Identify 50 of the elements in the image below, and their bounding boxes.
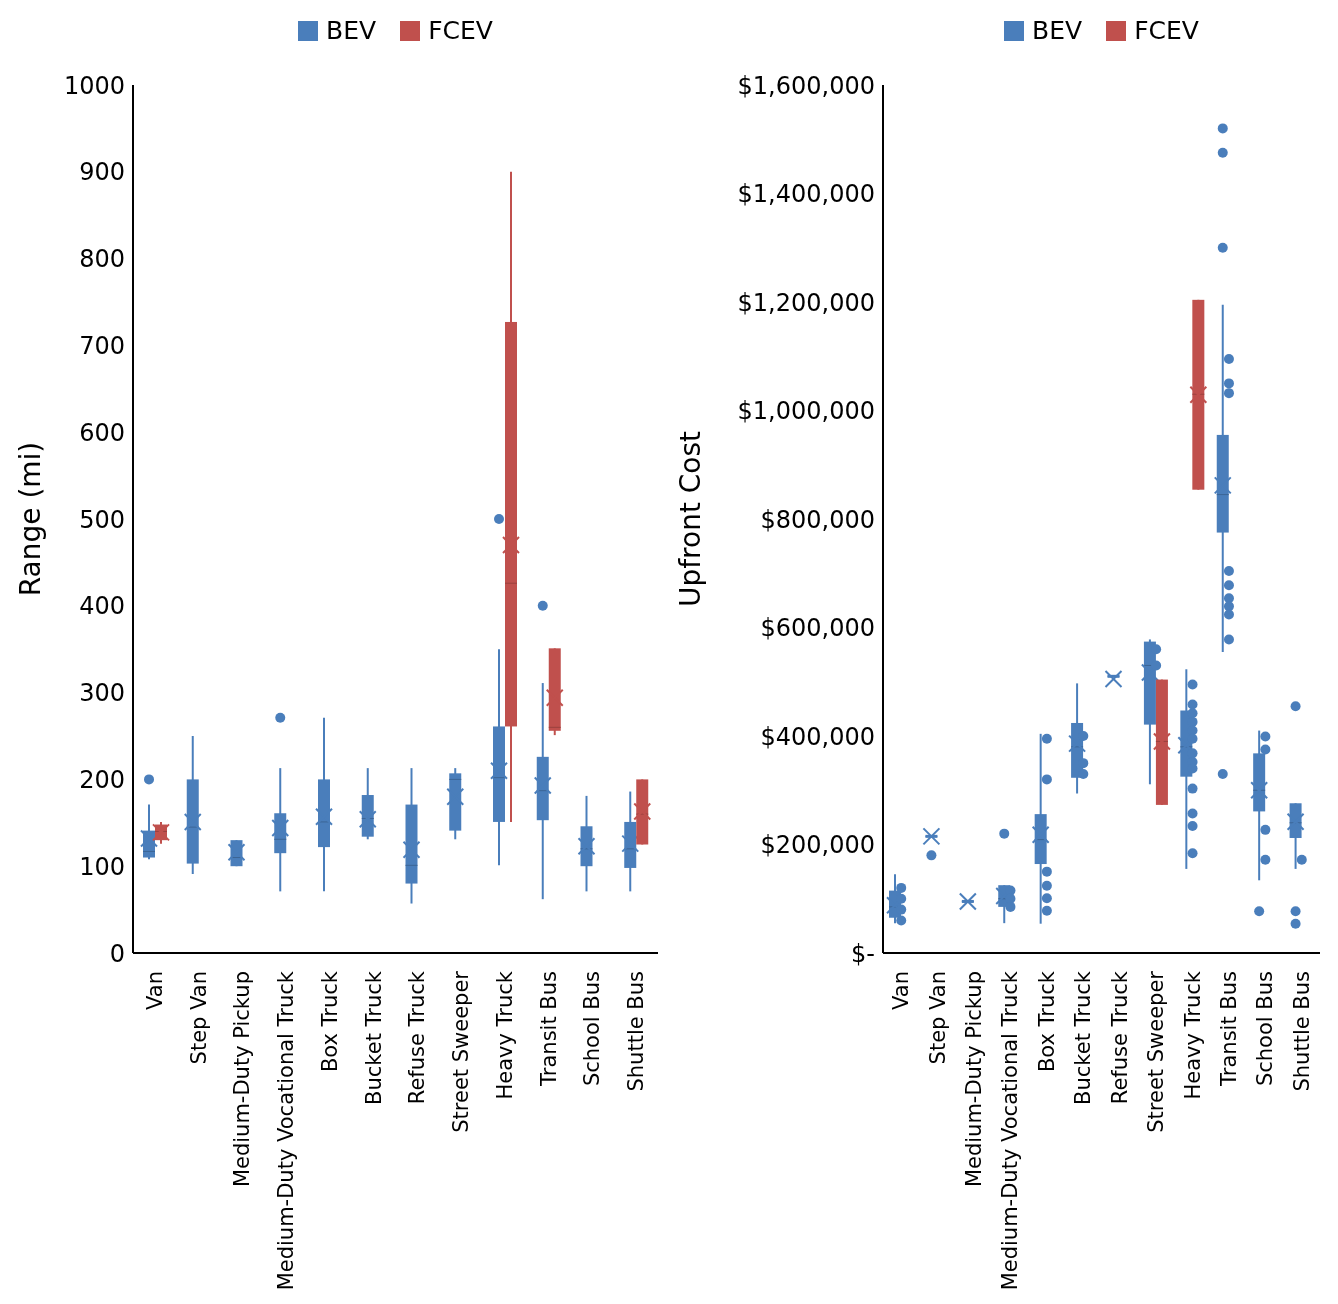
y-tick-label: $1,400,000	[737, 180, 875, 209]
x-tick-label: Street Sweeper	[1144, 970, 1169, 1133]
x-tick-label: Medium-Duty Vocational Truck	[274, 970, 299, 1291]
x-tick-label: Shuttle Bus	[1289, 971, 1314, 1092]
x-tick-label: Step Van	[186, 971, 211, 1065]
y-tick-label: $600,000	[760, 614, 875, 643]
x-tick-label: Heavy Truck	[492, 970, 517, 1100]
y-tick-label: 0	[109, 939, 125, 968]
legend-label: BEV	[326, 16, 377, 45]
y-tick-label: $1,200,000	[737, 288, 875, 317]
x-tick-label: Street Sweeper	[449, 970, 474, 1133]
y-tick-label: $-	[851, 939, 875, 968]
x-tick-label: Medium-Duty Vocational Truck	[998, 970, 1023, 1291]
x-tick-label: Transit Bus	[1216, 971, 1241, 1087]
y-tick-label: $400,000	[760, 722, 875, 751]
x-tick-label: Box Truck	[1034, 970, 1059, 1073]
y-tick-label: 300	[79, 679, 125, 708]
y-tick-label: $1,000,000	[737, 397, 875, 426]
y-tick-label: 400	[79, 592, 125, 621]
y-axis-title: Upfront Cost	[673, 430, 707, 608]
x-tick-label: Step Van	[925, 971, 950, 1065]
x-tick-label: Bucket Truck	[1071, 970, 1096, 1105]
y-tick-label: $800,000	[760, 505, 875, 534]
y-tick-label: $1,600,000	[737, 71, 875, 100]
x-tick-label: School Bus	[580, 971, 605, 1087]
x-tick-label: Medium-Duty Pickup	[230, 971, 255, 1188]
y-tick-label: 600	[79, 418, 125, 447]
y-tick-label: $200,000	[760, 831, 875, 860]
x-tick-label: Refuse Truck	[1107, 970, 1132, 1105]
x-tick-label: Van	[142, 971, 167, 1010]
y-tick-label: 800	[79, 245, 125, 274]
x-tick-label: School Bus	[1253, 971, 1278, 1087]
x-tick-label: Heavy Truck	[1180, 970, 1205, 1100]
y-tick-label: 100	[79, 852, 125, 881]
x-tick-label: Medium-Duty Pickup	[962, 971, 987, 1188]
y-tick-label: 900	[79, 158, 125, 187]
y-tick-label: 200	[79, 765, 125, 794]
y-tick-label: 700	[79, 331, 125, 360]
x-tick-label: Refuse Truck	[405, 970, 430, 1105]
y-tick-label: 500	[79, 505, 125, 534]
x-tick-label: Shuttle Bus	[624, 971, 649, 1092]
legend-label: BEV	[1032, 16, 1083, 45]
legend-label: FCEV	[1134, 16, 1199, 45]
x-tick-label: Bucket Truck	[361, 970, 386, 1105]
y-axis-title: Range (mi)	[13, 441, 47, 597]
x-tick-label: Transit Bus	[536, 971, 561, 1087]
x-tick-label: Van	[889, 971, 914, 1010]
x-tick-label: Box Truck	[317, 970, 342, 1073]
legend-label: FCEV	[428, 16, 493, 45]
y-tick-label: 1000	[63, 71, 125, 100]
